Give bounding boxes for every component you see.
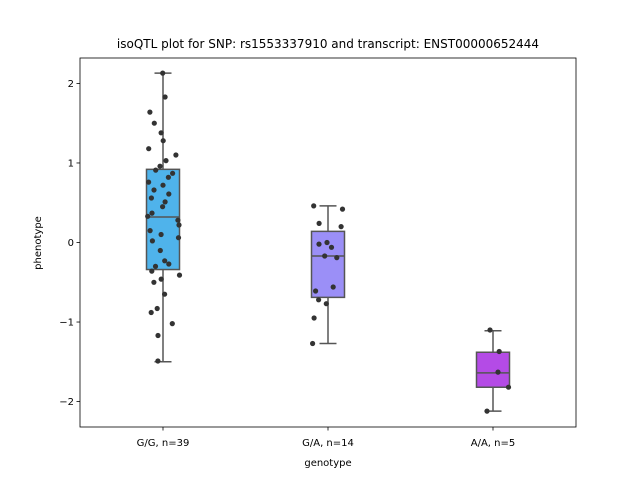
data-point bbox=[158, 231, 164, 238]
data-point bbox=[162, 199, 168, 205]
box-iqr bbox=[475, 351, 511, 388]
data-point bbox=[316, 241, 322, 247]
data-point bbox=[484, 408, 490, 414]
x-axis-label: genotype bbox=[304, 458, 351, 469]
data-point bbox=[487, 327, 493, 333]
data-point bbox=[176, 272, 183, 278]
chart-title: isoQTL plot for SNP: rs1553337910 and tr… bbox=[117, 37, 539, 51]
data-point bbox=[175, 235, 182, 241]
data-point bbox=[146, 146, 152, 152]
data-point bbox=[324, 239, 330, 246]
data-point bbox=[145, 213, 151, 219]
y-tick-label: 1 bbox=[68, 158, 74, 169]
y-axis-label: phenotype bbox=[33, 216, 44, 270]
data-point bbox=[155, 358, 161, 364]
data-point bbox=[148, 309, 154, 316]
data-point bbox=[153, 167, 159, 173]
data-point bbox=[160, 182, 166, 188]
y-axis: 2 1 0 −1 −2 bbox=[59, 79, 80, 408]
data-point bbox=[166, 261, 172, 267]
data-point bbox=[322, 253, 328, 259]
data-point bbox=[330, 284, 336, 290]
data-point bbox=[170, 170, 176, 176]
data-point bbox=[323, 301, 329, 307]
data-point bbox=[160, 138, 166, 144]
data-point bbox=[166, 191, 172, 197]
data-point bbox=[334, 255, 340, 261]
x-tick-label: G/G, n=39 bbox=[137, 438, 190, 449]
data-point bbox=[157, 163, 163, 169]
data-point bbox=[162, 258, 168, 264]
data-point bbox=[149, 268, 155, 274]
data-point bbox=[338, 224, 344, 230]
data-point bbox=[151, 279, 157, 285]
data-point bbox=[155, 332, 161, 339]
data-point bbox=[165, 174, 171, 180]
data-point bbox=[157, 247, 163, 254]
data-point bbox=[162, 291, 168, 297]
data-point bbox=[310, 340, 316, 347]
box-0 bbox=[145, 72, 181, 363]
data-point bbox=[154, 305, 160, 312]
data-point bbox=[160, 204, 166, 210]
data-point bbox=[149, 238, 155, 244]
y-tick-label: −2 bbox=[59, 397, 74, 408]
y-tick-label: 0 bbox=[68, 238, 74, 249]
x-tick-label: A/A, n=5 bbox=[471, 438, 516, 449]
box-2 bbox=[475, 330, 511, 412]
data-point bbox=[160, 70, 166, 76]
data-point bbox=[158, 276, 164, 282]
y-tick-label: 2 bbox=[68, 79, 74, 90]
data-point bbox=[316, 220, 322, 226]
data-point bbox=[339, 206, 346, 212]
data-point bbox=[175, 217, 181, 223]
data-point bbox=[151, 120, 157, 126]
data-point bbox=[148, 195, 154, 201]
data-point bbox=[311, 203, 317, 209]
data-point bbox=[495, 369, 501, 375]
data-point bbox=[147, 228, 153, 234]
data-point bbox=[173, 152, 179, 158]
data-point bbox=[505, 384, 512, 390]
data-point bbox=[163, 158, 169, 164]
data-point bbox=[311, 315, 317, 321]
data-point bbox=[313, 288, 319, 294]
data-point bbox=[149, 210, 155, 216]
x-axis: G/G, n=39 G/A, n=14 A/A, n=5 bbox=[137, 427, 516, 449]
data-point bbox=[158, 130, 164, 136]
data-point bbox=[176, 222, 182, 228]
data-point bbox=[147, 109, 153, 115]
data-point bbox=[146, 179, 152, 185]
data-point bbox=[316, 297, 322, 303]
data-point bbox=[162, 94, 168, 100]
plot-area bbox=[145, 70, 512, 414]
data-point bbox=[152, 263, 159, 269]
y-tick-label: −1 bbox=[59, 318, 74, 329]
data-point bbox=[151, 187, 157, 193]
data-point bbox=[328, 244, 335, 250]
x-tick-label: G/A, n=14 bbox=[302, 438, 354, 449]
data-point bbox=[169, 321, 175, 327]
data-point bbox=[496, 348, 502, 355]
